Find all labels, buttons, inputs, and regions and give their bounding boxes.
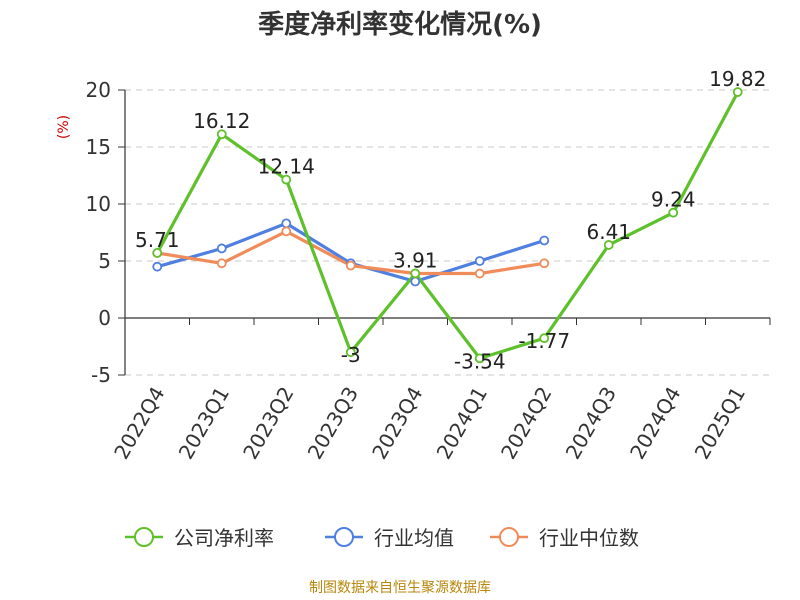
x-category-label: 2024Q2 [496,383,556,464]
series-point [281,174,292,185]
x-category-label: 2023Q2 [238,383,298,464]
legend-label: 行业均值 [374,526,454,550]
series-point [216,129,227,140]
series-point [474,256,485,266]
series-point [474,353,485,364]
series-point [603,240,614,250]
data-labels: 5.71 16.12 12.14 -3 3.91 -3.54 -1.77 6.41 9.24 19… [135,67,766,373]
series-point [668,207,679,218]
data-label: -3 [341,343,361,367]
y-tick-label: 20 [86,78,111,102]
data-label: -3.54 [454,349,506,373]
series-point [152,248,163,258]
y-tick-label: 10 [86,192,111,216]
series-point [539,258,550,269]
data-label: 5.71 [135,228,180,252]
series-point [539,333,550,344]
series-point [345,260,356,271]
data-label: 12.14 [258,155,315,179]
legend: 公司净利率 行业均值 行业中位数 [125,526,639,550]
data-label: 9.24 [651,188,696,212]
y-tick-label: 5 [98,249,111,273]
x-category-label: 2022Q4 [109,383,169,464]
data-label: 16.12 [193,109,250,133]
legend-label: 行业中位数 [539,526,639,550]
y-tick-label: -5 [91,363,111,387]
x-category-label: 2024Q1 [432,383,492,464]
series-point [281,218,292,229]
series-point [410,276,421,287]
series-point [216,243,227,254]
grid-lines [125,89,770,376]
x-category-labels: 2022Q4 2023Q1 2023Q2 2023Q3 2023Q4 2024Q1 2024… [109,383,750,464]
legend-label: 公司净利率 [174,526,274,550]
series-point [281,226,292,237]
data-label: -1.77 [518,329,570,353]
series-point [152,261,163,272]
y-tick-labels: -5 0 5 10 15 20 [86,78,111,387]
y-tick-label: 15 [86,135,111,159]
data-label: 3.91 [393,248,438,272]
series-points [152,87,743,364]
legend-swatch-marker [134,527,154,547]
series-point [410,268,421,279]
series-point [474,268,485,279]
x-category-label: 2025Q1 [690,383,750,464]
x-category-label: 2024Q3 [561,383,621,464]
y-axis-label: (%) [56,115,72,139]
data-source-note: 制图数据来自恒生聚源数据库 [309,580,491,596]
series-point [732,87,743,97]
y-tick-label: 0 [98,306,111,330]
legend-swatch-marker [334,527,354,547]
x-category-label: 2023Q4 [367,383,427,464]
legend-swatch-marker [499,527,519,547]
series-line [155,91,740,360]
x-category-label: 2023Q1 [174,383,234,464]
data-label: 19.82 [709,67,766,91]
x-category-label: 2023Q3 [303,383,363,464]
series-point [345,347,356,358]
chart-title: 季度净利率变化情况(%) [258,10,542,40]
series-point [216,258,227,269]
data-label: 6.41 [586,220,631,244]
x-category-label: 2024Q4 [625,383,685,464]
series-point [539,235,550,246]
